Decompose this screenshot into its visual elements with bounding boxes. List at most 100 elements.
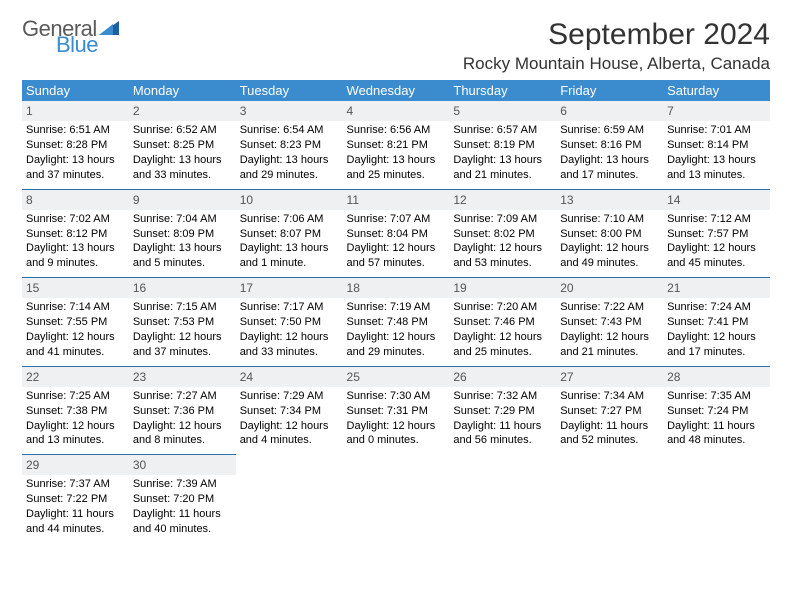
day-number: 1 xyxy=(22,101,129,121)
calendar-day-cell: 29Sunrise: 7:37 AMSunset: 7:22 PMDayligh… xyxy=(22,454,129,543)
calendar-day-cell: 25Sunrise: 7:30 AMSunset: 7:31 PMDayligh… xyxy=(343,366,450,455)
sunrise-text: Sunrise: 7:34 AM xyxy=(560,389,659,404)
location-subtitle: Rocky Mountain House, Alberta, Canada xyxy=(463,54,770,74)
sunrise-text: Sunrise: 7:25 AM xyxy=(26,389,125,404)
sunrise-text: Sunrise: 7:22 AM xyxy=(560,300,659,315)
daylight-text: and 52 minutes. xyxy=(560,433,659,448)
sunset-text: Sunset: 8:14 PM xyxy=(667,138,766,153)
day-number: 16 xyxy=(129,277,236,298)
daylight-text: Daylight: 13 hours xyxy=(347,153,446,168)
daylight-text: and 53 minutes. xyxy=(453,256,552,271)
calendar-day-cell: 16Sunrise: 7:15 AMSunset: 7:53 PMDayligh… xyxy=(129,277,236,366)
day-number: 10 xyxy=(236,189,343,210)
sunrise-text: Sunrise: 7:24 AM xyxy=(667,300,766,315)
calendar-day-cell: 10Sunrise: 7:06 AMSunset: 8:07 PMDayligh… xyxy=(236,189,343,278)
sunset-text: Sunset: 7:24 PM xyxy=(667,404,766,419)
sunset-text: Sunset: 7:31 PM xyxy=(347,404,446,419)
daylight-text: and 37 minutes. xyxy=(26,168,125,183)
sunrise-text: Sunrise: 6:54 AM xyxy=(240,123,339,138)
day-number: 11 xyxy=(343,189,450,210)
calendar-day-cell: 28Sunrise: 7:35 AMSunset: 7:24 PMDayligh… xyxy=(663,366,770,455)
daylight-text: and 33 minutes. xyxy=(240,345,339,360)
sunset-text: Sunset: 7:27 PM xyxy=(560,404,659,419)
daylight-text: Daylight: 11 hours xyxy=(667,419,766,434)
calendar-day-cell xyxy=(663,454,770,543)
calendar-day-cell: 2Sunrise: 6:52 AMSunset: 8:25 PMDaylight… xyxy=(129,101,236,189)
daylight-text: and 8 minutes. xyxy=(133,433,232,448)
calendar-day-cell: 7Sunrise: 7:01 AMSunset: 8:14 PMDaylight… xyxy=(663,101,770,189)
sunset-text: Sunset: 7:38 PM xyxy=(26,404,125,419)
day-number: 29 xyxy=(22,454,129,475)
daylight-text: Daylight: 12 hours xyxy=(133,330,232,345)
calendar-table: Sunday Monday Tuesday Wednesday Thursday… xyxy=(22,80,770,543)
day-number: 14 xyxy=(663,189,770,210)
dow-header: Friday xyxy=(556,80,663,101)
calendar-day-cell xyxy=(449,454,556,543)
calendar-day-cell xyxy=(343,454,450,543)
daylight-text: and 5 minutes. xyxy=(133,256,232,271)
calendar-day-cell: 26Sunrise: 7:32 AMSunset: 7:29 PMDayligh… xyxy=(449,366,556,455)
title-block: September 2024 Rocky Mountain House, Alb… xyxy=(463,18,770,74)
daylight-text: Daylight: 13 hours xyxy=(240,241,339,256)
calendar-day-cell: 18Sunrise: 7:19 AMSunset: 7:48 PMDayligh… xyxy=(343,277,450,366)
calendar-day-cell xyxy=(236,454,343,543)
sunset-text: Sunset: 8:02 PM xyxy=(453,227,552,242)
sunset-text: Sunset: 7:29 PM xyxy=(453,404,552,419)
calendar-day-cell: 13Sunrise: 7:10 AMSunset: 8:00 PMDayligh… xyxy=(556,189,663,278)
sunrise-text: Sunrise: 7:14 AM xyxy=(26,300,125,315)
sunrise-text: Sunrise: 7:20 AM xyxy=(453,300,552,315)
sunset-text: Sunset: 7:53 PM xyxy=(133,315,232,330)
daylight-text: and 25 minutes. xyxy=(453,345,552,360)
day-number: 7 xyxy=(663,101,770,121)
calendar-day-cell: 30Sunrise: 7:39 AMSunset: 7:20 PMDayligh… xyxy=(129,454,236,543)
daylight-text: and 37 minutes. xyxy=(133,345,232,360)
sunrise-text: Sunrise: 7:17 AM xyxy=(240,300,339,315)
day-number: 6 xyxy=(556,101,663,121)
sunrise-text: Sunrise: 6:52 AM xyxy=(133,123,232,138)
calendar-day-cell: 19Sunrise: 7:20 AMSunset: 7:46 PMDayligh… xyxy=(449,277,556,366)
sunrise-text: Sunrise: 6:51 AM xyxy=(26,123,125,138)
daylight-text: Daylight: 11 hours xyxy=(133,507,232,522)
calendar-day-cell: 22Sunrise: 7:25 AMSunset: 7:38 PMDayligh… xyxy=(22,366,129,455)
sunrise-text: Sunrise: 7:07 AM xyxy=(347,212,446,227)
sunrise-text: Sunrise: 7:30 AM xyxy=(347,389,446,404)
sunrise-text: Sunrise: 7:19 AM xyxy=(347,300,446,315)
daylight-text: Daylight: 13 hours xyxy=(667,153,766,168)
calendar-week-row: 15 Sunrise: 7:14 AMSunset: 7:55 PM Dayligh… xyxy=(22,277,770,366)
sunrise-text: Sunrise: 7:27 AM xyxy=(133,389,232,404)
sunrise-text: Sunrise: 7:39 AM xyxy=(133,477,232,492)
daylight-text: and 33 minutes. xyxy=(133,168,232,183)
daylight-text: Daylight: 12 hours xyxy=(453,241,552,256)
calendar-day-cell: 14Sunrise: 7:12 AMSunset: 7:57 PMDayligh… xyxy=(663,189,770,278)
sunset-text: Sunset: 8:12 PM xyxy=(26,227,125,242)
calendar-day-cell: 5Sunrise: 6:57 AMSunset: 8:19 PMDaylight… xyxy=(449,101,556,189)
day-number: 18 xyxy=(343,277,450,298)
day-number: 15 xyxy=(22,277,129,298)
day-number: 24 xyxy=(236,366,343,387)
daylight-text: Daylight: 12 hours xyxy=(26,419,125,434)
page-header: General Blue September 2024 Rocky Mounta… xyxy=(22,18,770,74)
sunrise-text: Sunrise: 7:02 AM xyxy=(26,212,125,227)
calendar-day-cell: 23Sunrise: 7:27 AMSunset: 7:36 PMDayligh… xyxy=(129,366,236,455)
daylight-text: Daylight: 11 hours xyxy=(560,419,659,434)
sunrise-text: Sunrise: 6:59 AM xyxy=(560,123,659,138)
daylight-text: and 13 minutes. xyxy=(26,433,125,448)
sunrise-text: Sunrise: 7:12 AM xyxy=(667,212,766,227)
daylight-text: and 13 minutes. xyxy=(667,168,766,183)
day-number: 12 xyxy=(449,189,556,210)
sunset-text: Sunset: 7:43 PM xyxy=(560,315,659,330)
daylight-text: Daylight: 13 hours xyxy=(26,153,125,168)
daylight-text: Daylight: 12 hours xyxy=(347,419,446,434)
sunrise-text: Sunrise: 7:35 AM xyxy=(667,389,766,404)
sunset-text: Sunset: 7:55 PM xyxy=(26,315,125,330)
sunset-text: Sunset: 8:25 PM xyxy=(133,138,232,153)
sunrise-text: Sunrise: 7:09 AM xyxy=(453,212,552,227)
sunrise-text: Sunrise: 7:04 AM xyxy=(133,212,232,227)
month-title: September 2024 xyxy=(463,18,770,52)
sunrise-text: Sunrise: 7:29 AM xyxy=(240,389,339,404)
calendar-day-cell: 15Sunrise: 7:14 AMSunset: 7:55 PMDayligh… xyxy=(22,277,129,366)
calendar-day-cell: 11Sunrise: 7:07 AMSunset: 8:04 PMDayligh… xyxy=(343,189,450,278)
daylight-text: and 29 minutes. xyxy=(240,168,339,183)
daylight-text: and 41 minutes. xyxy=(26,345,125,360)
daylight-text: Daylight: 12 hours xyxy=(133,419,232,434)
